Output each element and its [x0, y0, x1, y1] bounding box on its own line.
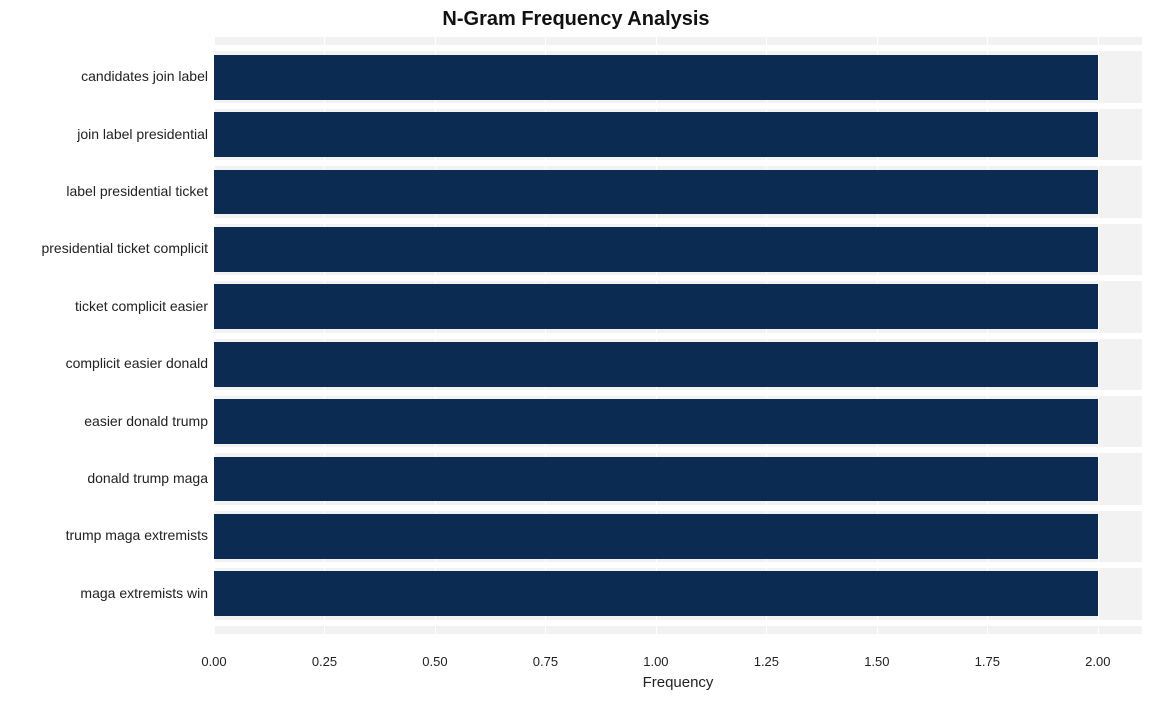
chart-bar: [214, 514, 1098, 559]
x-tick-label: 0.75: [533, 654, 558, 669]
plot-area: [214, 37, 1142, 634]
chart-title: N-Gram Frequency Analysis: [0, 8, 1152, 31]
gridline: [1098, 565, 1099, 622]
chart-band: [214, 48, 1142, 105]
band-separator: [214, 160, 1142, 166]
chart-band: [214, 450, 1142, 507]
chart-bar: [214, 55, 1098, 100]
y-tick-label: presidential ticket complicit: [41, 240, 208, 256]
gridline: [1098, 163, 1099, 220]
chart-band: [214, 393, 1142, 450]
x-axis-label: Frequency: [214, 674, 1142, 691]
y-tick-label: maga extremists win: [80, 585, 208, 601]
chart-band: [214, 565, 1142, 622]
chart-bar: [214, 170, 1098, 215]
band-separator: [214, 45, 1142, 51]
gridline: [1098, 393, 1099, 450]
band-separator: [214, 218, 1142, 224]
chart-band: [214, 106, 1142, 163]
chart-band: [214, 221, 1142, 278]
x-tick-label: 0.50: [422, 654, 447, 669]
chart-bar: [214, 399, 1098, 444]
chart-bar: [214, 342, 1098, 387]
band-separator: [214, 390, 1142, 396]
y-tick-label: label presidential ticket: [66, 183, 208, 199]
chart-band: [214, 278, 1142, 335]
band-separator: [214, 447, 1142, 453]
x-tick-label: 1.00: [643, 654, 668, 669]
y-tick-label: donald trump maga: [87, 470, 208, 486]
x-tick-label: 1.75: [975, 654, 1000, 669]
x-tick-label: 1.25: [754, 654, 779, 669]
y-tick-label: ticket complicit easier: [75, 298, 208, 314]
gridline: [1098, 278, 1099, 335]
chart-band: [214, 336, 1142, 393]
gridline: [1098, 508, 1099, 565]
ngram-chart: N-Gram Frequency Analysis Frequency cand…: [0, 0, 1152, 701]
y-tick-label: complicit easier donald: [66, 355, 208, 371]
chart-bar: [214, 112, 1098, 157]
band-separator: [214, 333, 1142, 339]
x-tick-label: 1.50: [864, 654, 889, 669]
y-tick-label: trump maga extremists: [66, 527, 208, 543]
chart-bar: [214, 457, 1098, 502]
chart-bar: [214, 227, 1098, 272]
y-tick-label: candidates join label: [81, 68, 208, 84]
chart-band: [214, 163, 1142, 220]
gridline: [1098, 336, 1099, 393]
band-separator: [214, 505, 1142, 511]
chart-bar: [214, 284, 1098, 329]
band-separator: [214, 103, 1142, 109]
band-separator: [214, 620, 1142, 626]
gridline: [1098, 106, 1099, 163]
gridline: [1098, 48, 1099, 105]
band-separator: [214, 562, 1142, 568]
chart-bar: [214, 571, 1098, 616]
y-tick-label: join label presidential: [77, 126, 208, 142]
chart-band: [214, 508, 1142, 565]
x-tick-label: 2.00: [1085, 654, 1110, 669]
x-tick-label: 0.25: [312, 654, 337, 669]
gridline: [1098, 221, 1099, 278]
y-tick-label: easier donald trump: [84, 413, 208, 429]
band-separator: [214, 275, 1142, 281]
x-tick-label: 0.00: [201, 654, 226, 669]
gridline: [1098, 450, 1099, 507]
